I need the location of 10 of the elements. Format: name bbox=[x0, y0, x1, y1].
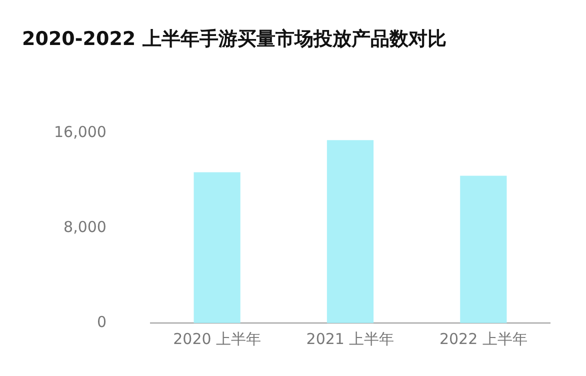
x-tick-label: 2021 上半年 bbox=[306, 330, 394, 348]
bar bbox=[194, 172, 240, 323]
y-tick-label: 0 bbox=[96, 312, 106, 331]
bar bbox=[460, 176, 507, 323]
chart-title: 2020-2022 上半年手游买量市场投放产品数对比 bbox=[22, 27, 446, 52]
bar bbox=[326, 140, 374, 323]
x-tick-label: 2020 上半年 bbox=[173, 330, 262, 348]
y-tick-label: 16,000 bbox=[54, 122, 106, 141]
x-tick-label: 2022 上半年 bbox=[439, 330, 528, 348]
y-tick-label: 8,000 bbox=[64, 218, 106, 236]
